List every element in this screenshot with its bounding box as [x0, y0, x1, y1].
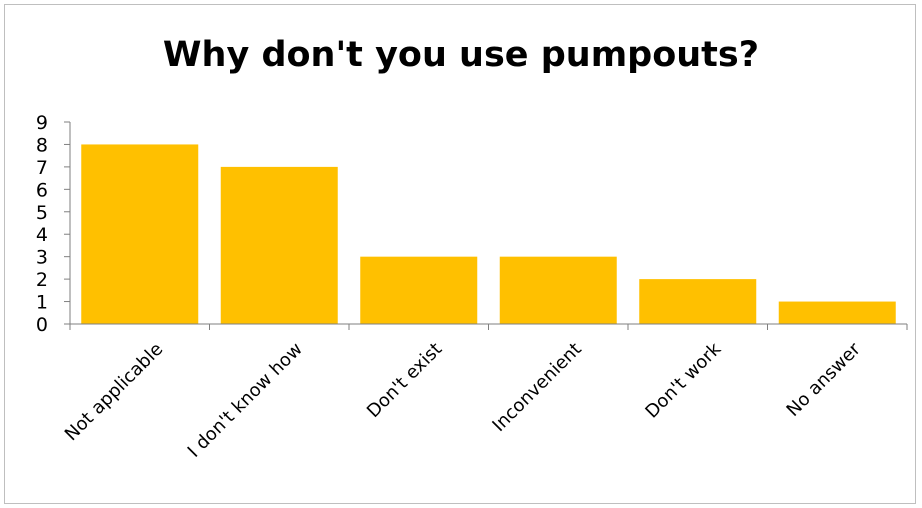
x-category-label: Not applicable [61, 339, 167, 445]
x-category-label: No answer [783, 338, 866, 421]
bar-not-applicable [81, 144, 199, 324]
bar-don-t-work [639, 279, 757, 324]
y-tick-label: 6 [36, 179, 48, 201]
bar-inconvenient [499, 256, 617, 324]
x-category-label: Don't exist [363, 339, 446, 422]
y-tick-label: 1 [36, 292, 48, 314]
x-category-label: I don't know how [184, 339, 307, 462]
y-tick-label: 4 [36, 224, 48, 246]
bar-no-answer [778, 301, 896, 324]
x-category-label: Don't work [641, 338, 725, 422]
y-tick-label: 5 [36, 202, 48, 224]
x-category-label: Inconvenient [488, 339, 585, 436]
y-tick-label: 9 [36, 112, 48, 134]
chart-title: Why don't you use pumpouts? [162, 35, 760, 75]
bar-don-t-exist [360, 256, 478, 324]
y-tick-label: 7 [36, 157, 48, 179]
y-tick-label: 3 [36, 247, 48, 269]
bar-i-don-t-know-how [220, 166, 338, 324]
y-tick-label: 8 [36, 134, 48, 156]
y-tick-label: 0 [36, 314, 48, 336]
y-tick-label: 2 [36, 269, 48, 291]
